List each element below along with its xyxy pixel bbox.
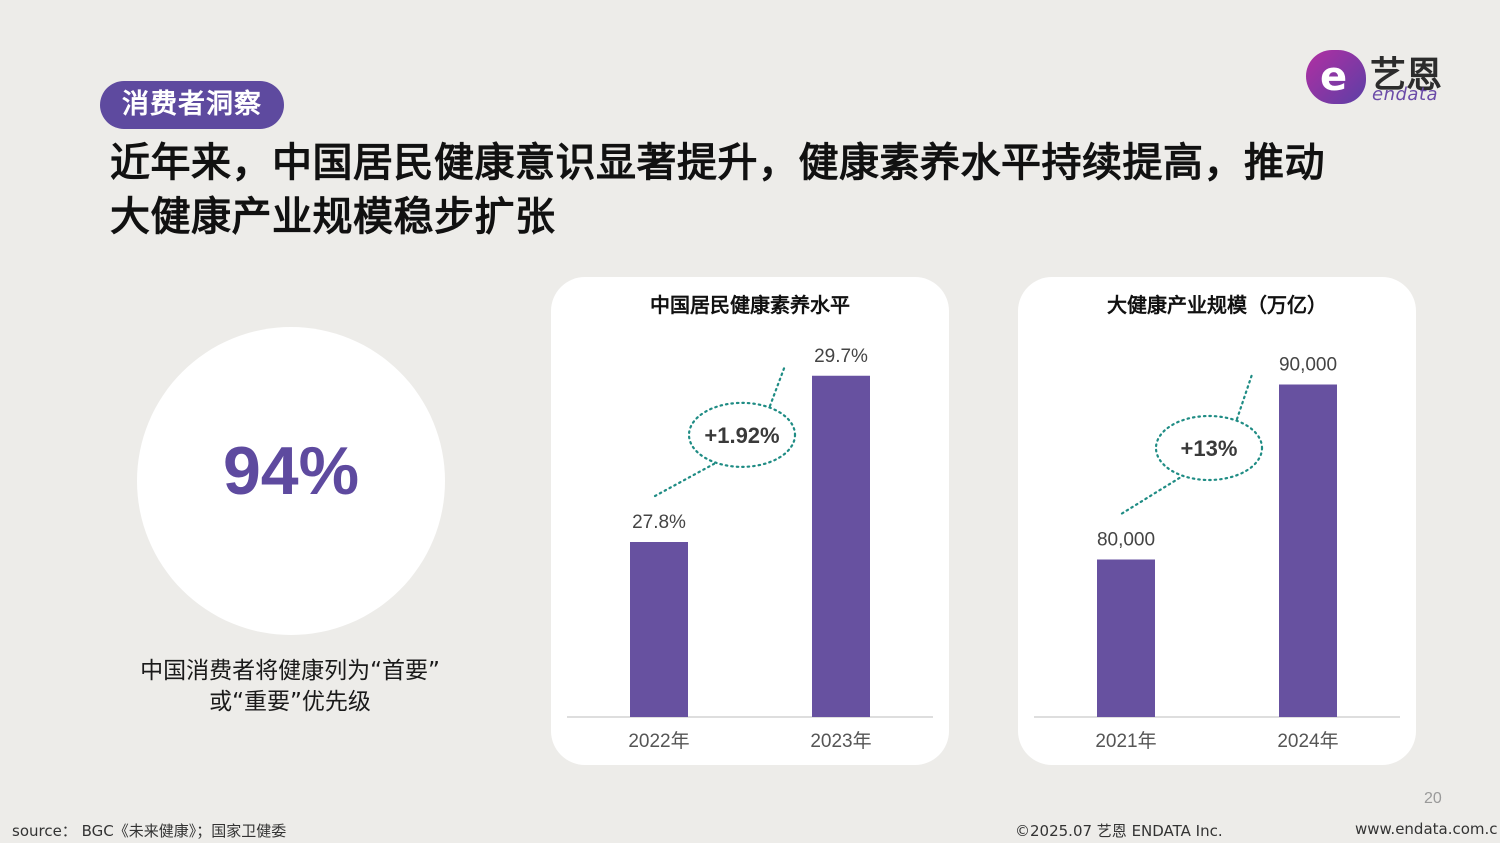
growth-ellipse bbox=[687, 401, 797, 468]
endata-logo: e 艺恩 endata bbox=[1306, 46, 1456, 108]
health-literacy-chart-card: 中国居民健康素养水平 27.8% 2022年 29.7% 2023年 +1.92% bbox=[551, 277, 949, 765]
x-tick-label: 2022年 bbox=[628, 730, 689, 752]
growth-connector-upper bbox=[1235, 373, 1254, 421]
stat-caption-line-2: 或“重要”优先级 bbox=[209, 689, 371, 715]
logo-chinese-text: 艺恩 bbox=[1370, 55, 1443, 96]
stat-caption: 中国消费者将健康列为“首要” 或“重要”优先级 bbox=[100, 656, 480, 718]
headline-line-2: 大健康产业规模稳步扩张 bbox=[110, 194, 556, 240]
industry-scale-chart: 80,000 2021年 90,000 2024年 +13% bbox=[1034, 355, 1400, 752]
page-number: 20 bbox=[1424, 790, 1442, 807]
growth-connector-lower bbox=[1120, 475, 1183, 515]
logo-mark-icon: e bbox=[1306, 50, 1366, 104]
copyright-note: ©2025.07 艺恩 ENDATA Inc. bbox=[1015, 822, 1223, 840]
x-tick-label: 2023年 bbox=[810, 730, 871, 752]
stat-caption-line-1: 中国消费者将健康列为“首要” bbox=[140, 658, 440, 684]
growth-connector-upper bbox=[768, 364, 787, 407]
bar-2024年 bbox=[1279, 384, 1337, 717]
health-literacy-chart: 27.8% 2022年 29.7% 2023年 +1.92% bbox=[567, 346, 933, 752]
chart-title: 大健康产业规模（万亿） bbox=[1107, 293, 1327, 317]
chart-title: 中国居民健康素养水平 bbox=[650, 293, 850, 317]
headline-line-1: 近年来，中国居民健康意识显著提升，健康素养水平持续提高，推动 bbox=[110, 140, 1325, 186]
page-headline: 近年来，中国居民健康意识显著提升，健康素养水平持续提高，推动 大健康产业规模稳步… bbox=[110, 136, 1450, 244]
growth-annotation-label: +13% bbox=[1181, 436, 1238, 461]
growth-ellipse bbox=[1154, 414, 1264, 482]
logo-english-text: endata bbox=[1372, 84, 1439, 105]
bar-2022年 bbox=[630, 542, 688, 717]
bar-2021年 bbox=[1097, 559, 1155, 717]
section-tag: 消费者洞察 bbox=[100, 81, 284, 129]
x-tick-label: 2021年 bbox=[1095, 730, 1156, 752]
stat-value: 94% bbox=[222, 433, 360, 509]
bar-value-label: 90,000 bbox=[1279, 355, 1337, 376]
bar-value-label: 27.8% bbox=[632, 512, 686, 533]
x-tick-label: 2024年 bbox=[1277, 730, 1338, 752]
bar-value-label: 29.7% bbox=[814, 346, 868, 367]
industry-scale-chart-card: 大健康产业规模（万亿） 80,000 2021年 90,000 2024年 +13% bbox=[1018, 277, 1416, 765]
source-note: source： BGC《未来健康》；国家卫健委 bbox=[12, 822, 287, 840]
bar-value-label: 80,000 bbox=[1097, 530, 1155, 551]
website-link[interactable]: www.endata.com.c bbox=[1355, 820, 1498, 838]
bar-2023年 bbox=[812, 375, 870, 717]
growth-annotation-label: +1.92% bbox=[704, 423, 779, 448]
stat-circle: 94% bbox=[137, 327, 445, 635]
growth-connector-lower bbox=[653, 462, 716, 498]
